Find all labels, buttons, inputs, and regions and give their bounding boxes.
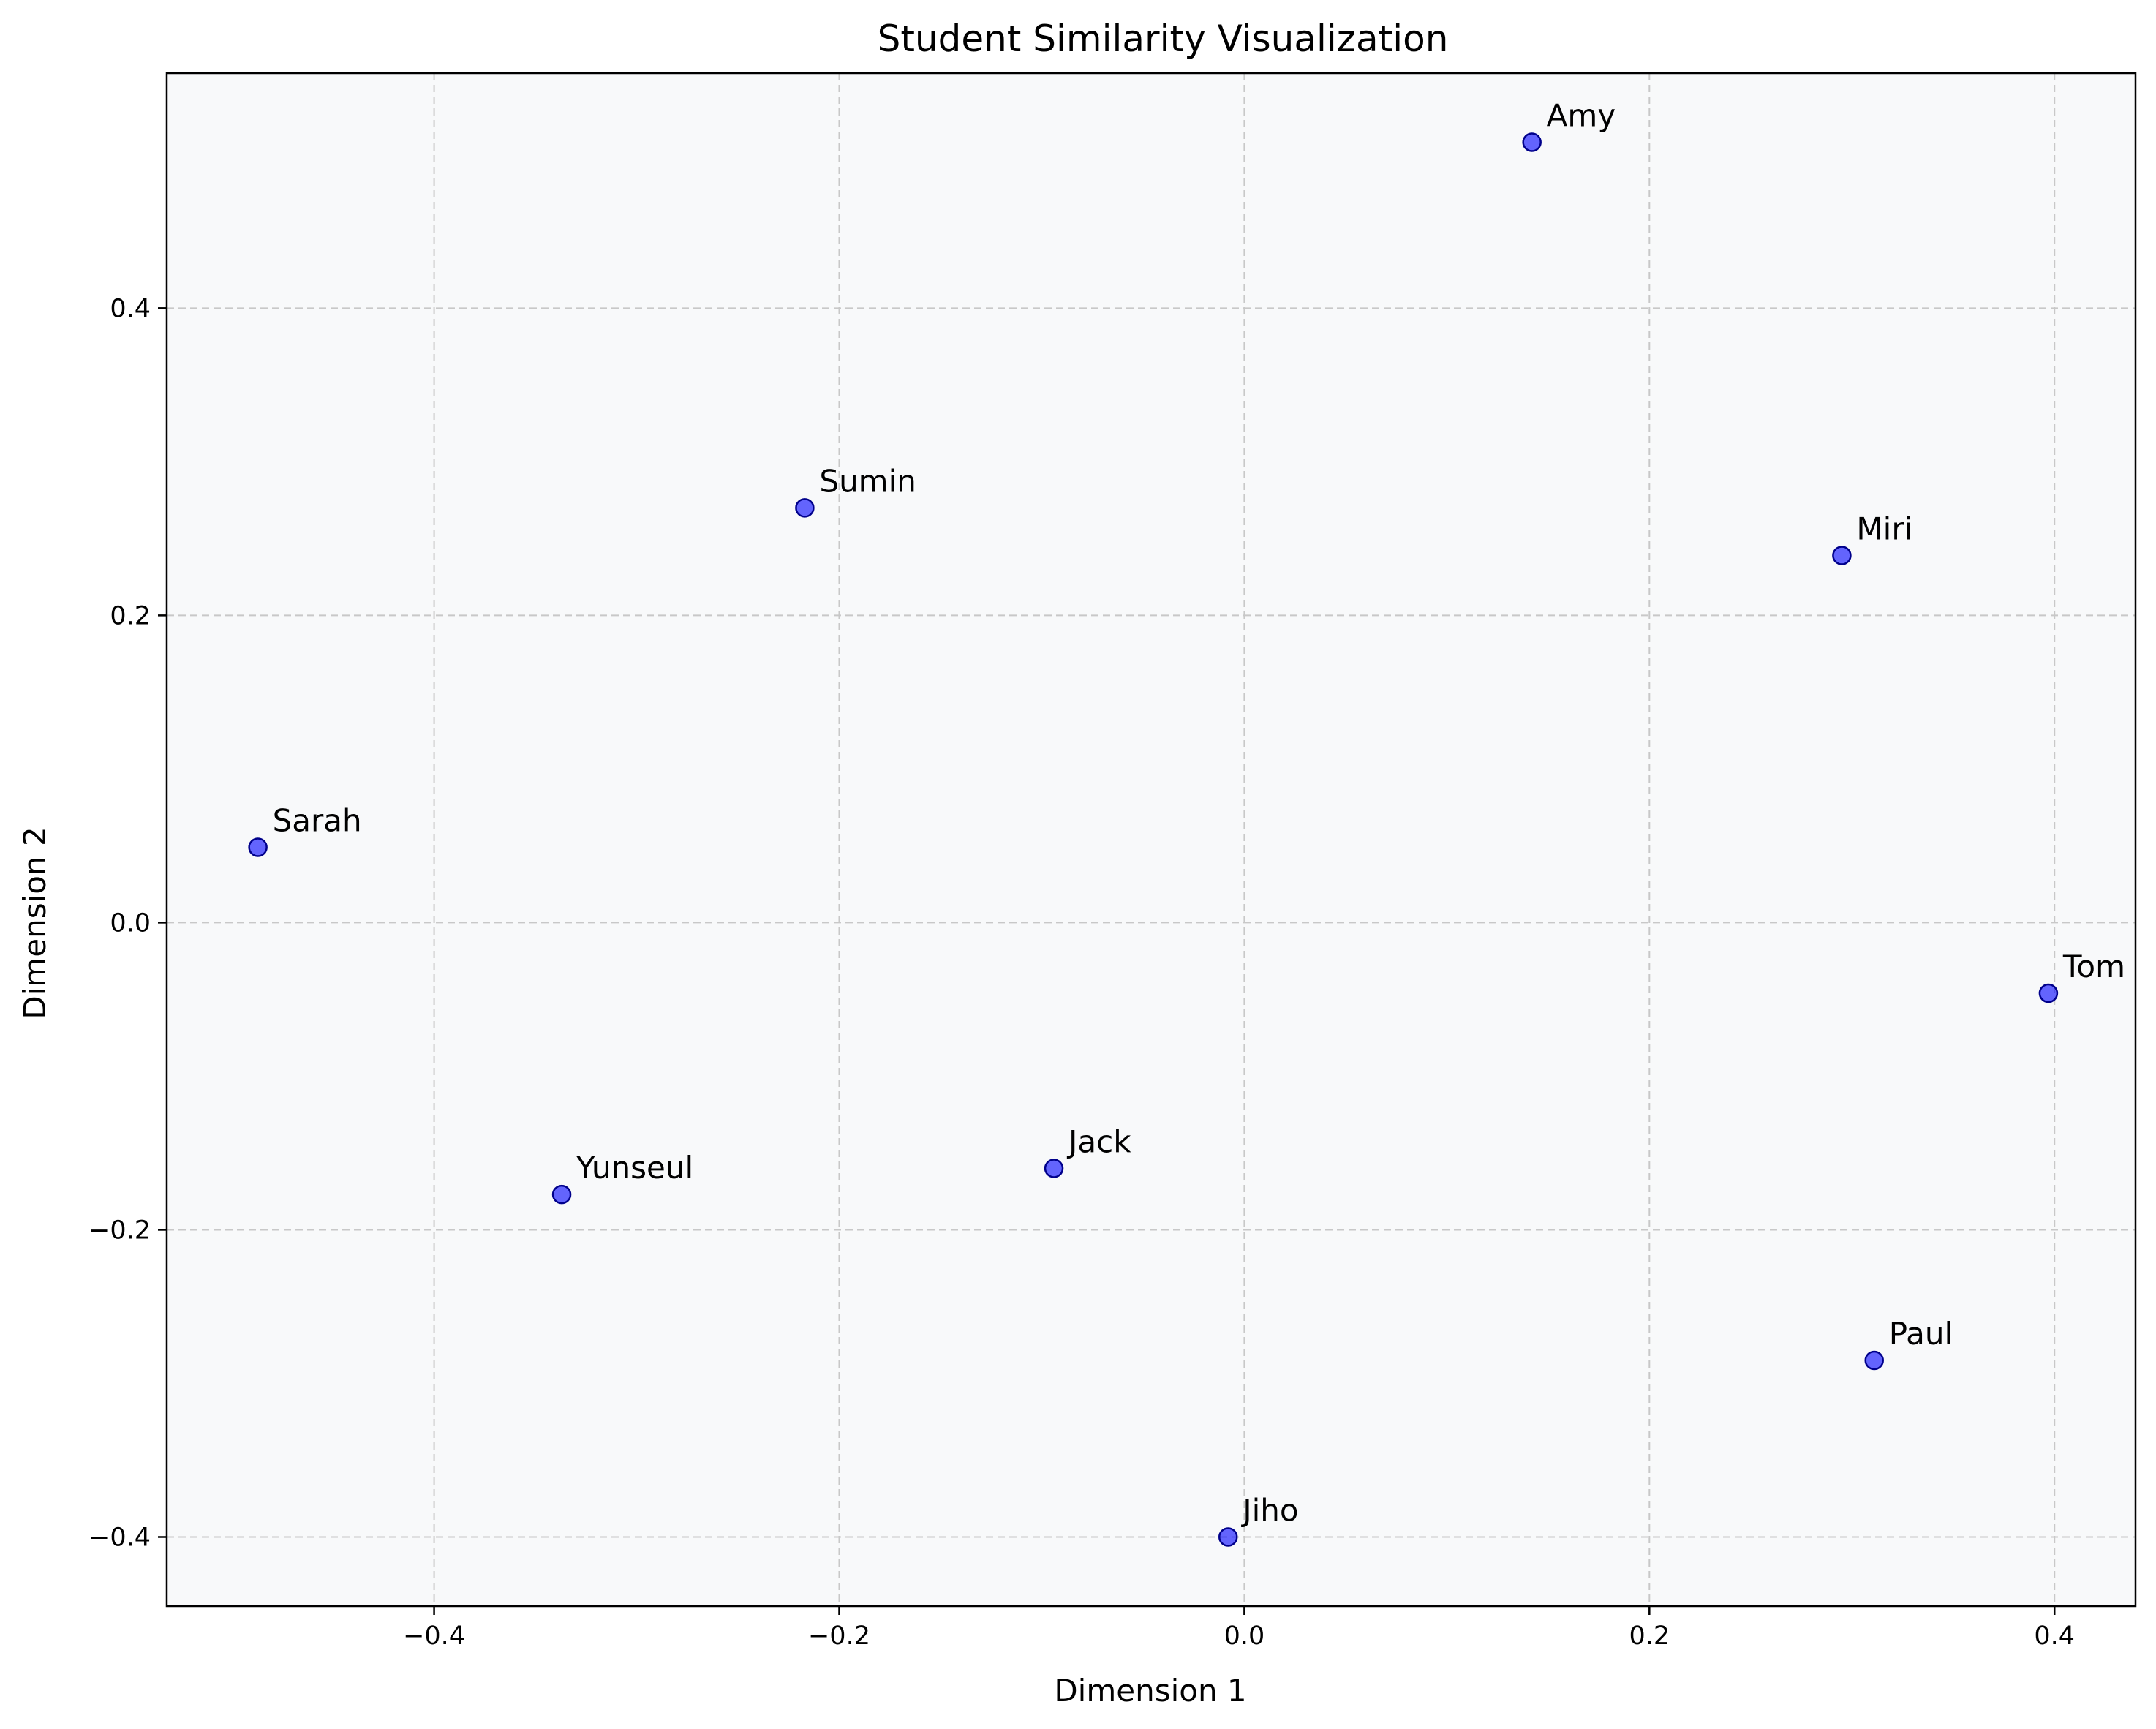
x-axis-ticks: −0.4 −0.2 0.0 0.2 0.4 — [403, 1606, 2075, 1651]
x-tick-label: 0.4 — [2034, 1621, 2075, 1651]
plot-frame — [165, 72, 2137, 1608]
data-point-label: Miri — [1856, 511, 1912, 546]
x-tick-label: −0.4 — [403, 1621, 465, 1651]
data-points — [248, 132, 2059, 1547]
y-tick-label: 0.4 — [110, 294, 151, 323]
y-tick-label: 0.0 — [110, 908, 151, 938]
data-point-label: Sarah — [273, 803, 362, 839]
data-point — [795, 498, 815, 518]
data-point-label: Amy — [1547, 98, 1616, 134]
chart-title: Student Similarity Visualization — [878, 18, 1449, 60]
y-tick-label: −0.4 — [88, 1523, 151, 1552]
data-point — [1864, 1350, 1884, 1371]
plot-area — [167, 73, 2136, 1606]
data-point — [248, 837, 268, 857]
data-point-label: Sumin — [819, 463, 916, 499]
x-tick-label: 0.2 — [1629, 1621, 1670, 1651]
x-axis-label: Dimension 1 — [1054, 1673, 1246, 1709]
data-point — [551, 1184, 572, 1205]
data-point — [1832, 546, 1852, 565]
x-tick-label: −0.2 — [808, 1621, 870, 1651]
y-axis-label: Dimension 2 — [17, 826, 53, 1019]
data-point-label: Paul — [1889, 1316, 1953, 1352]
data-point — [1044, 1159, 1064, 1178]
data-point — [2038, 983, 2059, 1003]
grid-lines — [167, 73, 2136, 1606]
y-tick-label: 0.2 — [110, 601, 151, 630]
data-point-label: Yunseul — [576, 1150, 693, 1186]
data-point — [1218, 1527, 1238, 1547]
data-point-label: Tom — [2062, 949, 2125, 984]
data-point — [1522, 132, 1542, 152]
y-tick-label: −0.2 — [88, 1216, 151, 1245]
data-point-label: Jack — [1066, 1123, 1131, 1159]
y-axis-ticks: −0.4 −0.2 0.0 0.2 0.4 — [88, 294, 167, 1552]
data-point-label: Jiho — [1240, 1492, 1298, 1528]
x-tick-label: 0.0 — [1224, 1621, 1265, 1651]
point-labels: Amy Sumin Miri Sarah Tom Jack Yunseul Paul Jiho — [273, 98, 2125, 1529]
